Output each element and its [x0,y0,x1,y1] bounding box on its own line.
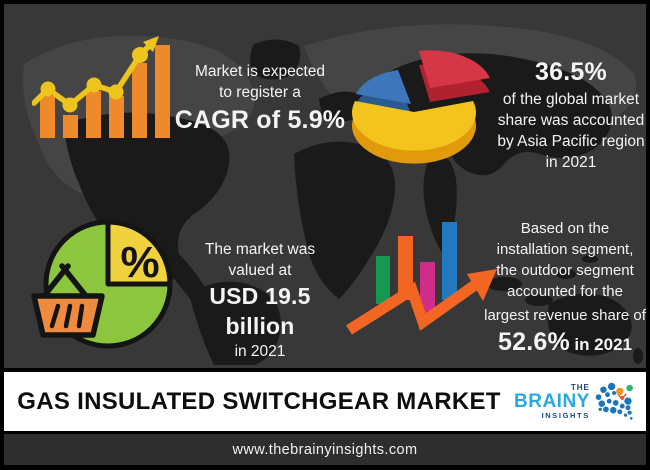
title-bar: GAS INSULATED SWITCHGEAR MARKET THE BRAI… [4,368,646,434]
share-panel: 36.5% of the global market share was acc… [492,56,646,174]
trend-line-icon [32,36,159,113]
website-url: www.thebrainyinsights.com [232,441,418,458]
segment-line1: Based on the [520,220,610,237]
rising-arrow-icon [346,269,497,335]
segment-highlight-row: 52.6% in 2021 [478,328,646,357]
shopping-basket-icon [31,263,105,338]
cagr-line2: to register a [219,83,301,101]
cagr-highlight: CAGR of 5.9% [174,105,346,134]
value-highlight: USD 19.5 billion [209,282,311,339]
segment-line2: installation segment, [496,241,634,258]
logo-insights: INSIGHTS [541,411,590,420]
segment-highlight: 52.6% [498,328,570,356]
segment-line4: accounted for the [507,283,623,300]
share-line3: by Asia Pacific region [497,133,645,151]
segment-highlight-suffix: in 2021 [574,335,632,354]
value-line1: The market was [204,241,316,258]
segment-panel: Based on the installation segment, the o… [478,218,646,357]
value-line2: valued at [228,261,292,279]
percent-basket-icon: % [31,219,173,349]
pie-chart-icon [352,50,490,164]
percent-glyph: % [120,238,159,287]
cagr-line1: Market is expected [194,63,326,80]
share-line4: in 2021 [545,154,597,172]
share-line2: share was accounted [497,112,645,130]
share-highlight: 36.5% [535,58,607,86]
logo-text: THE BRAINY INSIGHTS [514,383,590,420]
brain-dots-icon [595,382,633,420]
logo-brainy: BRAINY [514,391,590,412]
growth-bar-chart-icon [32,36,170,138]
brainy-insights-logo: THE BRAINY INSIGHTS [514,377,636,427]
value-panel: The market was valued at USD 19.5 billio… [176,240,344,363]
page-title: GAS INSULATED SWITCHGEAR MARKET [17,387,501,415]
url-bar: www.thebrainyinsights.com [4,434,646,465]
share-line1: of the global market [502,91,640,109]
segment-line5: largest revenue share of [484,307,646,324]
value-line3: in 2021 [234,342,286,360]
cagr-panel: Market is expected to register a CAGR of… [170,62,350,136]
logo-the: THE [570,383,590,392]
segment-line3: the outdoor segment [496,262,634,279]
segment-bar-chart-icon [346,222,497,335]
